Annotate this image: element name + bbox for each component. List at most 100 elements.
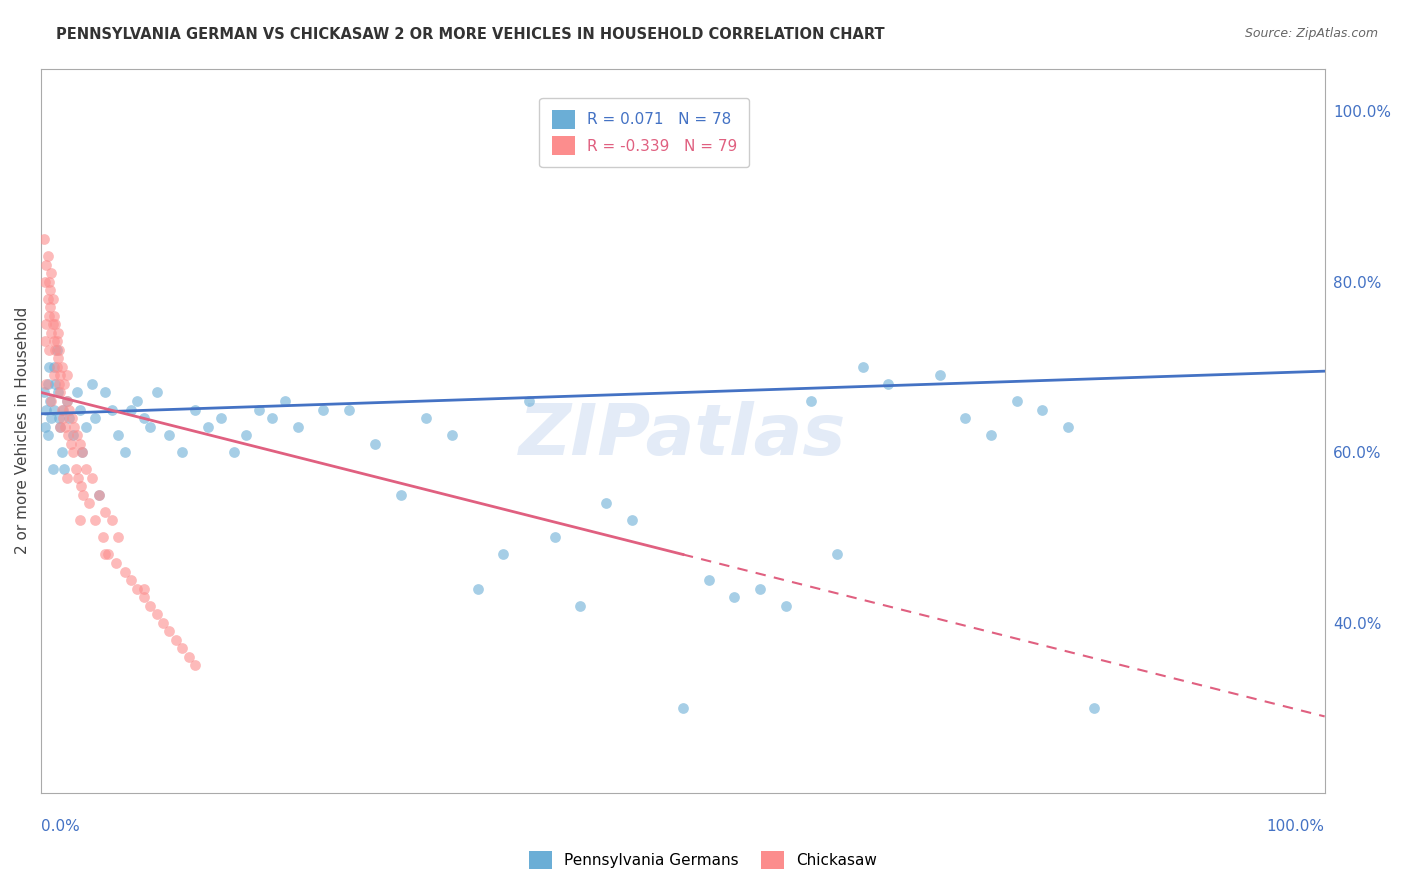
Point (415, 411, 437, 425)
Point (39, 300, 62, 314)
Point (45, 359, 67, 374)
Point (41, 292, 63, 306)
Point (312, 402, 335, 417)
Point (1031, 402, 1053, 417)
Point (91, 530, 114, 544)
Point (800, 394, 823, 409)
Point (66, 428, 89, 442)
Point (55, 419, 77, 434)
Point (32, 232, 55, 246)
Point (37, 249, 59, 263)
Point (197, 419, 219, 434)
Point (51, 445, 73, 459)
Point (42, 334, 65, 349)
Point (38, 309, 60, 323)
Point (42, 359, 65, 374)
Point (107, 530, 129, 544)
Point (100, 513, 122, 527)
Point (139, 599, 162, 613)
Point (775, 599, 797, 613)
Point (37, 376, 59, 391)
Point (72, 488, 94, 502)
Point (52, 402, 75, 417)
Point (145, 385, 167, 400)
Point (825, 548, 848, 562)
Point (139, 419, 162, 434)
Point (41, 266, 63, 280)
Point (41, 318, 63, 332)
Point (53, 376, 76, 391)
Point (107, 428, 129, 442)
Point (62, 428, 84, 442)
Text: ZIPatlas: ZIPatlas (519, 401, 846, 469)
Point (274, 394, 297, 409)
Point (41, 394, 63, 409)
Point (1083, 701, 1105, 715)
Point (69, 436, 91, 450)
Point (145, 607, 167, 621)
Point (84, 411, 107, 425)
Point (184, 402, 207, 417)
Point (37, 292, 59, 306)
Point (63, 419, 86, 434)
Point (94, 385, 117, 400)
Point (172, 641, 194, 656)
Point (46, 351, 69, 366)
Point (44, 376, 66, 391)
Point (87, 488, 110, 502)
Point (44, 343, 66, 357)
Point (132, 411, 155, 425)
Point (1057, 419, 1080, 434)
Point (38, 275, 60, 289)
Point (337, 402, 360, 417)
Point (1005, 394, 1028, 409)
Point (60, 411, 83, 425)
Point (32, 385, 55, 400)
Point (620, 513, 643, 527)
Point (364, 436, 387, 450)
Point (877, 376, 900, 391)
Point (748, 582, 770, 596)
Point (928, 368, 950, 383)
Text: 0.0%: 0.0% (41, 819, 80, 834)
Point (34, 334, 56, 349)
Point (49, 368, 72, 383)
Point (517, 394, 540, 409)
Point (39, 394, 62, 409)
Point (62, 445, 84, 459)
Point (48, 376, 70, 391)
Point (235, 428, 257, 442)
Point (165, 632, 187, 647)
Point (65, 462, 87, 476)
Point (172, 445, 194, 459)
Point (67, 471, 90, 485)
Point (152, 615, 174, 630)
Point (55, 471, 77, 485)
Point (247, 402, 270, 417)
Point (69, 402, 91, 417)
Point (38, 359, 60, 374)
Text: PENNSYLVANIA GERMAN VS CHICKASAW 2 OR MORE VEHICLES IN HOUSEHOLD CORRELATION CHA: PENNSYLVANIA GERMAN VS CHICKASAW 2 OR MO… (56, 27, 884, 42)
Point (52, 411, 75, 425)
Point (41, 462, 63, 476)
Point (852, 359, 875, 374)
Point (69, 513, 91, 527)
Point (38, 343, 60, 357)
Point (209, 411, 232, 425)
Point (440, 428, 463, 442)
Point (51, 359, 73, 374)
Point (55, 394, 77, 409)
Point (48, 343, 70, 357)
Point (82, 376, 104, 391)
Point (77, 496, 100, 510)
Point (595, 496, 617, 510)
Point (41, 326, 63, 340)
Point (59, 436, 82, 450)
Point (34, 275, 56, 289)
Point (75, 462, 97, 476)
Point (159, 428, 181, 442)
Point (35, 376, 58, 391)
Point (66, 385, 89, 400)
Point (100, 402, 122, 417)
Point (70, 445, 93, 459)
